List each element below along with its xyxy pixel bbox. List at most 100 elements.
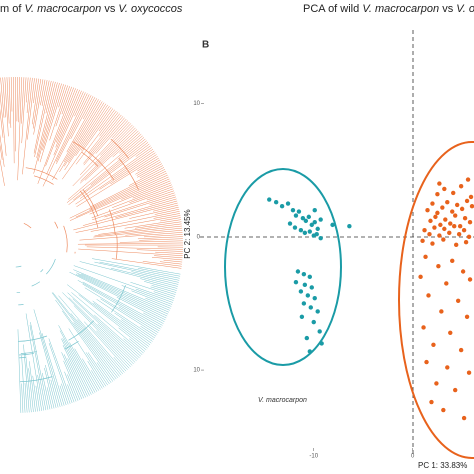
point (427, 231, 432, 237)
branch (21, 77, 27, 144)
point (317, 329, 322, 334)
point (453, 213, 458, 218)
branch (42, 83, 62, 151)
branch (41, 333, 65, 406)
x-tick-label: 0 (411, 454, 415, 460)
branch (87, 360, 105, 388)
branch-arc (82, 189, 99, 217)
point (426, 293, 431, 298)
point (462, 216, 468, 221)
branch (31, 78, 39, 125)
branch (100, 123, 132, 156)
branch (149, 196, 177, 206)
branch (89, 172, 167, 210)
branch (49, 85, 68, 141)
branch (67, 384, 75, 403)
branch (134, 221, 182, 229)
point (290, 208, 296, 213)
branch-arc (63, 225, 68, 253)
plot-area (267, 177, 474, 421)
branch (21, 383, 24, 413)
point (445, 365, 450, 370)
branch-arc (109, 209, 116, 236)
branch (73, 142, 149, 201)
branch (83, 116, 124, 164)
branch (67, 103, 107, 163)
branch (72, 298, 139, 360)
branch-arc (79, 190, 99, 228)
point (467, 277, 473, 282)
branch (136, 249, 183, 252)
branch-arc (40, 269, 44, 273)
branch (68, 328, 107, 387)
branch (93, 302, 151, 346)
y-axis-label: PC 2: 13.45% (183, 209, 192, 258)
branch (153, 291, 175, 299)
point (461, 415, 467, 421)
branch (59, 101, 103, 173)
branch (82, 198, 177, 226)
branch (125, 229, 183, 236)
branch (64, 104, 108, 171)
cluster-ellipse (224, 168, 342, 366)
branch (39, 332, 61, 407)
branch (84, 287, 159, 333)
point (466, 370, 472, 375)
branch (69, 342, 98, 392)
point (450, 258, 455, 264)
branch (58, 295, 125, 373)
branch (154, 208, 180, 215)
point (305, 293, 311, 298)
branch (77, 280, 162, 328)
branch (18, 77, 20, 123)
branch (110, 267, 179, 285)
panel-label: B (202, 40, 209, 51)
branch (79, 261, 178, 287)
branch (79, 121, 130, 176)
branch (143, 281, 177, 291)
branch (151, 256, 183, 261)
point (318, 217, 323, 222)
x-tick-label: -10 (309, 454, 318, 460)
branch (92, 300, 152, 344)
branch (131, 290, 172, 307)
point (308, 305, 313, 310)
point (442, 226, 447, 232)
branch (40, 79, 46, 106)
branch (67, 284, 149, 347)
point (445, 200, 450, 205)
branch (48, 338, 73, 404)
point (267, 197, 272, 202)
branch (93, 227, 183, 238)
branch (145, 297, 171, 309)
branch (81, 273, 170, 313)
branch-arc (20, 351, 37, 354)
point (307, 274, 312, 280)
point (300, 216, 306, 221)
point (451, 190, 456, 196)
branch (132, 182, 172, 199)
branch (55, 299, 115, 381)
branch (28, 368, 34, 413)
branch (99, 112, 119, 137)
branch (140, 325, 157, 337)
branch (61, 86, 72, 115)
branch (70, 313, 122, 376)
point (306, 214, 312, 220)
branch (67, 374, 79, 401)
point (435, 210, 440, 216)
branch (139, 238, 183, 241)
branch (10, 77, 13, 112)
branch (45, 81, 54, 114)
point (459, 206, 465, 212)
branch (71, 292, 144, 354)
branch (17, 329, 22, 413)
branch (16, 77, 18, 122)
branch (121, 319, 153, 342)
point (444, 281, 449, 286)
branch (25, 352, 32, 413)
branch (6, 77, 10, 124)
point (296, 209, 302, 214)
branch (68, 143, 150, 205)
point (301, 301, 307, 306)
